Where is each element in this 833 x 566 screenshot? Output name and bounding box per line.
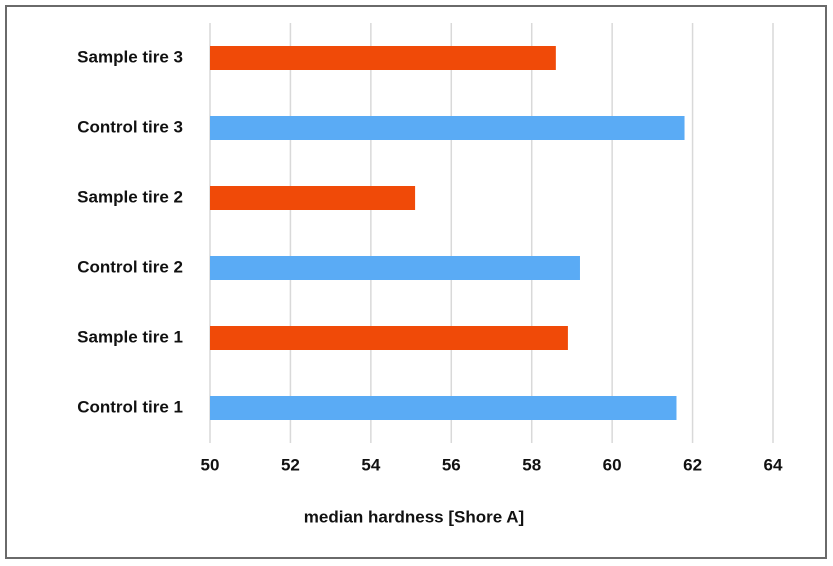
x-tick-label: 54 bbox=[361, 455, 380, 474]
y-tick-label: Sample tire 1 bbox=[77, 327, 183, 346]
x-tick-label: 50 bbox=[201, 455, 220, 474]
y-tick-label: Control tire 1 bbox=[77, 397, 183, 416]
bar bbox=[210, 326, 568, 350]
x-tick-label: 58 bbox=[522, 455, 541, 474]
y-tick-label: Control tire 2 bbox=[77, 257, 183, 276]
bar bbox=[210, 396, 677, 420]
y-tick-label: Sample tire 3 bbox=[77, 47, 183, 66]
x-tick-label: 56 bbox=[442, 455, 461, 474]
bar bbox=[210, 256, 580, 280]
bar bbox=[210, 46, 556, 70]
x-tick-label: 52 bbox=[281, 455, 300, 474]
bar bbox=[210, 116, 685, 140]
x-tick-label: 64 bbox=[764, 455, 783, 474]
y-tick-label: Sample tire 2 bbox=[77, 187, 183, 206]
frame bbox=[5, 5, 827, 559]
bar bbox=[210, 186, 416, 210]
x-tick-label: 62 bbox=[683, 455, 702, 474]
y-tick-label: Control tire 3 bbox=[77, 117, 183, 136]
x-axis-title: median hardness [Shore A] bbox=[304, 507, 524, 526]
x-tick-label: 60 bbox=[603, 455, 622, 474]
